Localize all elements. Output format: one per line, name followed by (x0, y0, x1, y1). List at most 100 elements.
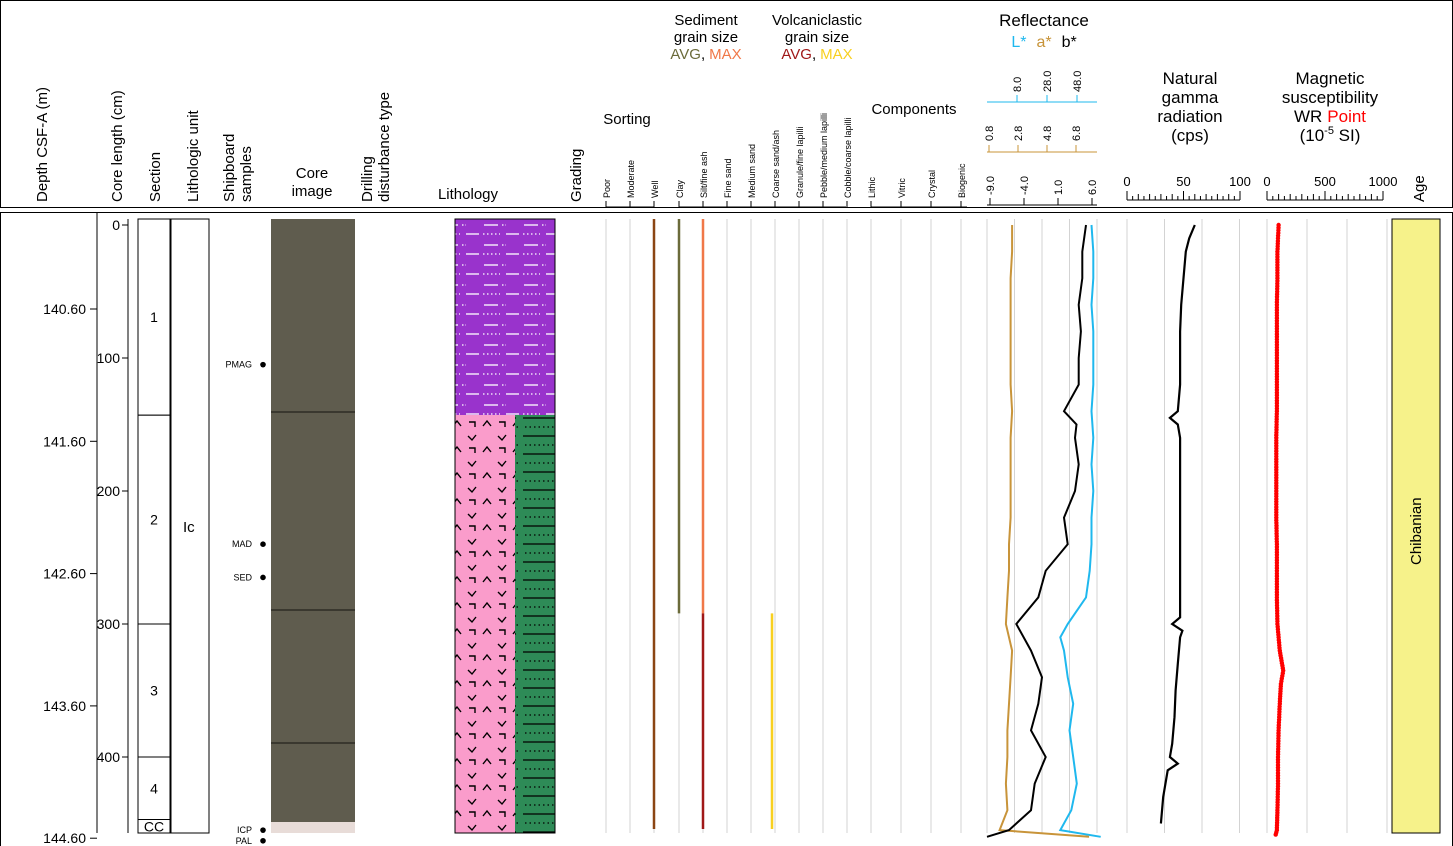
sample-label: PMAG (225, 360, 252, 370)
reflectance-series-a (998, 225, 1090, 838)
l-tick-label: 8.0 (1012, 77, 1024, 92)
components-axis: Lithic Vitric Crystal Biogenic (867, 163, 967, 208)
reflectance-series-b (986, 224, 1087, 838)
reflectance-axes: 8.0 28.0 48.0 0.8 2.8 4.8 6.8 -9.0 -4.0 1.0 6.0 (984, 71, 1099, 206)
header-core-image-2: image (292, 183, 333, 200)
header-volc-grain-1: Volcaniclastic (772, 12, 863, 29)
ngr-tick-label: 0 (1123, 174, 1130, 189)
core-length-tick-label: 200 (97, 483, 121, 499)
volc-comma: , (812, 46, 816, 63)
grain-tick-label: Clay (675, 179, 685, 198)
sorting-tick-label: Well (650, 181, 660, 198)
components-tick-label: Biogenic (957, 163, 967, 198)
depth-tick-label: 140.60 (43, 301, 86, 317)
unit-box (170, 218, 210, 834)
header-components: Components (871, 101, 956, 118)
grain-tick-label: Medium sand (747, 144, 757, 198)
section-box (137, 819, 171, 834)
grain-size-bars (652, 219, 774, 829)
header-volc-grain-2: grain size (785, 29, 849, 46)
l-tick-label: 48.0 (1072, 71, 1084, 92)
lithologic-unit-column: Ic (170, 218, 210, 834)
grain-tick-label: Silt/fine ash (699, 151, 709, 198)
header-sorting: Sorting (603, 111, 651, 128)
ngr-axis: 0 50 100 (1123, 174, 1251, 201)
core-length-tick-label: 100 (97, 350, 121, 366)
b-tick-label: 1.0 (1053, 180, 1065, 195)
l-tick-label: 28.0 (1042, 71, 1054, 92)
ms-unit-exp: -5 (1324, 125, 1334, 137)
header-samples-1: Shipboard (221, 134, 238, 202)
sample-label: PAL (236, 836, 252, 846)
sed-max-label: MAX (709, 46, 742, 63)
components-tick-label: Vitric (897, 178, 907, 198)
age-label: Chibanian (1408, 497, 1425, 565)
depth-column: 140.60 141.60 142.60 143.60 144.60 (43, 212, 98, 846)
header-sed-avg-max: AVG, MAX (670, 46, 741, 63)
core-cc-piece (271, 822, 355, 833)
sed-avg-label: AVG (670, 46, 701, 63)
ms-tick-label: 1000 (1369, 174, 1398, 189)
age-box (1391, 218, 1441, 834)
core-image-column (271, 219, 355, 833)
header-volc-avg-max: AVG, MAX (781, 46, 852, 63)
a-tick-label: 6.8 (1071, 126, 1083, 141)
depth-tick-label: 142.60 (43, 566, 86, 582)
a-tick-label: 2.8 (1013, 126, 1025, 141)
a-tick-label: 0.8 (984, 126, 996, 141)
grain-size-axis: Clay Silt/fine ash Fine sand Medium sand Coa… (675, 113, 853, 208)
sample-label: ICP (237, 825, 252, 835)
sorting-axis: Poor Moderate Well (602, 160, 660, 208)
sample-dot (260, 361, 266, 368)
ms-unit-b: SI) (1334, 126, 1360, 145)
header-drilling-1: Drilling (359, 156, 376, 202)
lith-outline (454, 218, 556, 834)
grain-tick-label: Granule/fine lapilli (795, 126, 805, 198)
volc-max-label: MAX (820, 46, 853, 63)
grain-tick-label: Cobble/coarse lapilli (843, 117, 853, 198)
lith-pink-tuff (455, 415, 515, 833)
grain-tick-label: Pebble/medium lapilli (819, 113, 829, 198)
ngr-line (1159, 224, 1196, 824)
header-ms-4: (10-5 SI) (1300, 125, 1361, 145)
legend-b: b* (1062, 34, 1077, 51)
header-section: Section (147, 152, 164, 202)
header-core-image-1: Core (296, 165, 329, 182)
ms-plot (1273, 222, 1286, 837)
section-label: 1 (150, 309, 158, 325)
ngr-tick-label: 50 (1176, 174, 1190, 189)
header-drilling-2: disturbance type (376, 92, 393, 202)
ms-tick-label: 500 (1314, 174, 1336, 189)
lith-purple-ash (455, 219, 555, 415)
volc-avg-label: AVG (781, 46, 812, 63)
reflectance-series-L (1058, 224, 1101, 838)
sed-comma: , (701, 46, 705, 63)
header-grading: Grading (568, 149, 585, 202)
header-lith-unit: Lithologic unit (185, 109, 202, 202)
legend-a: a* (1036, 34, 1051, 51)
section-label: 3 (150, 683, 158, 699)
age-column: Chibanian (1391, 218, 1441, 834)
header-ms-3: WR Point (1294, 107, 1366, 126)
reflectance-legend: L* a* b* (1011, 34, 1076, 51)
ngr-plot (1159, 224, 1196, 824)
sample-label: SED (233, 572, 252, 582)
section-label: CC (144, 818, 164, 834)
ms-unit-a: (10 (1300, 126, 1325, 145)
sample-dot (260, 541, 266, 547)
core-image-texture (271, 219, 355, 833)
section-box (137, 414, 171, 625)
header-reflectance: Reflectance (999, 11, 1089, 30)
header-ngr-4: (cps) (1171, 126, 1209, 145)
depth-tick-label: 143.60 (43, 698, 86, 714)
section-box (137, 623, 171, 758)
components-tick-label: Crystal (927, 170, 937, 198)
sample-dot (260, 827, 266, 833)
b-tick-label: -4.0 (1019, 176, 1031, 195)
grain-tick-label: Fine sand (723, 158, 733, 198)
depth-tick-label: 144.60 (43, 830, 86, 846)
b-tick-label: -9.0 (985, 176, 997, 195)
a-tick-label: 4.8 (1042, 126, 1054, 141)
